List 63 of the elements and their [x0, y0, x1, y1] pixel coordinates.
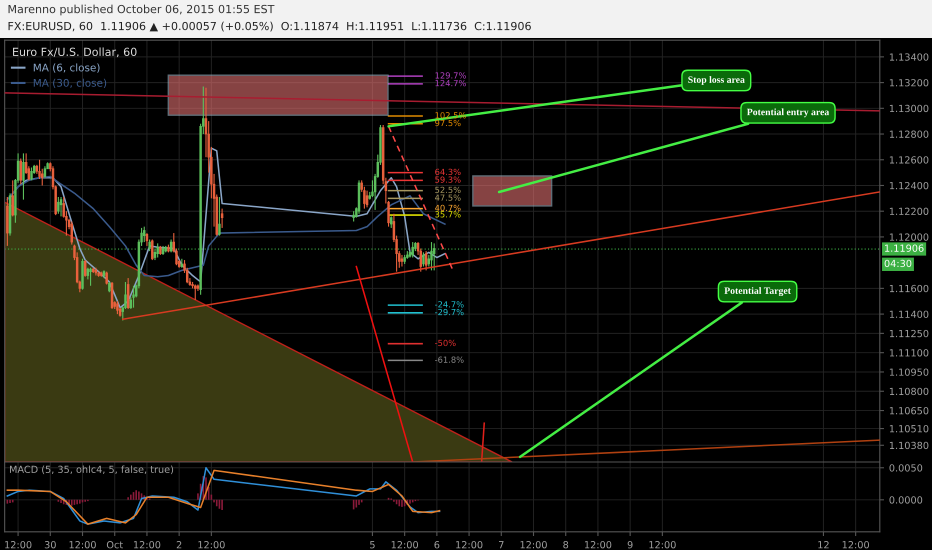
y-tick-label: 1.13000: [890, 104, 928, 112]
chart-title: Marenno published October 06, 2015 01:55 EST: [8, 4, 274, 16]
legend-title: Euro Fx/U.S. Dollar, 60: [13, 47, 137, 58]
x-tick-label: 12:00: [520, 541, 547, 548]
y-tick-label: 1.13200: [890, 79, 928, 86]
y-tick-label: 1.10800: [890, 388, 928, 396]
y-tick-label: 0.0000: [889, 496, 922, 504]
legend-label: MA (6, close): [34, 63, 100, 73]
annotation: Potential Target: [724, 287, 791, 296]
series-label: 124.7%: [436, 80, 466, 86]
series-label: 64.3%: [435, 168, 461, 176]
y-tick-label: 1.11400: [890, 310, 928, 318]
x-tick-label: 12:00: [842, 541, 870, 548]
series-label: -29.7%: [435, 308, 464, 316]
y-tick-label: 1.12800: [890, 130, 928, 138]
annotation: Stop loss area: [688, 76, 745, 85]
y-tick-label: 1.10510: [890, 425, 928, 432]
x-tick-label: 12:00: [198, 541, 225, 548]
x-tick-label: 12:00: [392, 541, 418, 548]
ref-line-label: 1.11906: [885, 244, 924, 252]
x-tick-label: 12:00: [456, 541, 482, 548]
series-label: 47.5%: [435, 194, 461, 201]
y-tick-label: 1.12200: [890, 208, 928, 216]
chart-subtitle: FX:EURUSD, 60 1.11906 ▲ +0.00057 (+0.05%) O:1.11874 H:1.11951 L:1.11736 C:1.11906: [8, 22, 531, 32]
x-tick-label: 5: [370, 541, 375, 548]
y-tick-label: 1.12400: [890, 182, 928, 190]
series-label: -24.7%: [435, 301, 464, 308]
x-tick-label: 30: [44, 541, 56, 548]
series-label: 97.5%: [435, 120, 461, 126]
x-tick-label: Oct: [106, 541, 123, 548]
series-label: 102.5%: [436, 112, 466, 118]
x-tick-label: 12:00: [70, 541, 96, 548]
y-tick-label: 1.11600: [890, 284, 928, 292]
x-tick-label: 8: [563, 541, 568, 548]
series-label: 35.7%: [435, 211, 461, 218]
chart-title: MACD (5, 35, ohlc4, 5, false, true): [10, 465, 174, 474]
x-tick-label: 12:00: [134, 541, 160, 548]
x-tick-label: 2: [176, 541, 182, 548]
x-tick-label: 12:00: [649, 541, 676, 548]
y-tick-label: 1.13400: [890, 53, 928, 61]
series-label: 40.7%: [435, 204, 461, 212]
legend-label: MA (30, close): [34, 78, 106, 88]
x-tick-label: 9: [628, 541, 633, 548]
series-label: 52.5%: [435, 186, 461, 194]
x-tick-label: 12:00: [5, 541, 32, 548]
y-tick-label: 0.0050: [889, 464, 922, 472]
x-tick-label: 12: [818, 541, 829, 548]
y-tick-label: 1.12000: [890, 233, 928, 241]
y-tick-label: 1.12600: [890, 156, 928, 164]
annotation: Potential entry area: [746, 108, 830, 118]
x-tick-label: 6: [434, 541, 440, 548]
y-tick-label: 1.10950: [890, 368, 928, 376]
y-tick-label: 1.10380: [890, 442, 928, 450]
y-tick-label: 1.11100: [890, 349, 928, 357]
series-label: -61.8%: [435, 356, 464, 363]
y-tick-label: 1.11250: [890, 330, 928, 338]
series-label: 129.7%: [436, 72, 466, 79]
series-label: 59.3%: [435, 176, 461, 183]
x-tick-label: 7: [499, 541, 504, 548]
text: 04:30: [884, 260, 912, 268]
y-tick-label: 1.10650: [890, 407, 928, 414]
series-label: -50%: [435, 340, 456, 346]
x-tick-label: 12:00: [584, 541, 612, 548]
